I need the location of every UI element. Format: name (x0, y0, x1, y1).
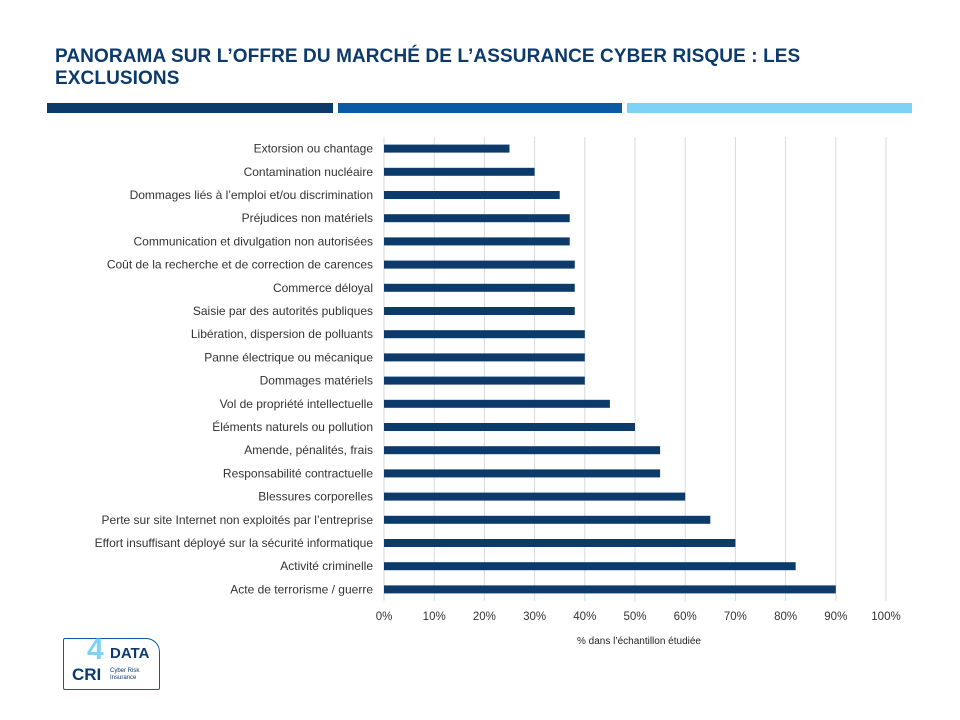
x-tick-label: 0% (376, 611, 393, 623)
x-tick-label: 60% (674, 611, 697, 623)
bar (384, 423, 635, 431)
bar (384, 562, 796, 571)
logo-data-text: DATA (110, 645, 150, 662)
bar (384, 191, 560, 199)
category-label: Panne électrique ou mécanique (204, 350, 373, 364)
x-tick-label: 30% (523, 611, 546, 623)
category-label: Extorsion ou chantage (254, 142, 374, 156)
x-tick-label: 40% (573, 611, 596, 623)
x-tick-label: 90% (824, 611, 847, 623)
x-tick-label: 20% (473, 611, 496, 623)
bar (384, 492, 686, 501)
bar (384, 585, 836, 594)
bar (384, 399, 610, 408)
category-label: Acte de terrorisme / guerre (230, 582, 373, 596)
x-tick-label: 100% (871, 611, 900, 623)
x-axis-title: % dans l’échantillon étudiée (577, 636, 701, 647)
bar (384, 214, 570, 223)
x-tick-label: 70% (724, 611, 747, 623)
bar (384, 376, 585, 385)
category-label: Commerce déloyal (273, 281, 373, 295)
category-label: Contamination nucléaire (244, 165, 374, 179)
bar (384, 283, 575, 292)
category-label: Coût de la recherche et de correction de… (107, 258, 373, 272)
x-tick-label: 10% (423, 611, 446, 623)
bar (384, 353, 585, 362)
logo-digit: 4 (87, 633, 104, 666)
bar (384, 260, 575, 269)
page-title: PANORAMA SUR L’OFFRE DU MARCHÉ DE L’ASSU… (55, 46, 801, 89)
logo-subtitle: Cyber Risk Insurance (110, 668, 140, 681)
category-label: Dommages liés à l’emploi et/ou discrimin… (130, 188, 373, 202)
category-label: Blessures corporelles (258, 490, 373, 504)
chart-bars (384, 144, 836, 594)
bar (384, 144, 510, 153)
bar (384, 446, 661, 455)
cri4data-logo: 4 DATA CRI Cyber Risk Insurance (63, 633, 160, 690)
title-rule-mid (338, 103, 622, 113)
x-tick-label: 50% (623, 611, 646, 623)
category-label: Libération, dispersion de polluants (191, 327, 373, 341)
category-label: Dommages matériels (260, 374, 373, 388)
bar (384, 167, 535, 176)
bar (384, 307, 575, 315)
category-label: Effort insuffisant déployé sur la sécuri… (95, 536, 374, 550)
logo-cri-text: CRI (72, 665, 102, 684)
bar (384, 237, 570, 246)
category-label: Perte sur site Internet non exploités pa… (102, 513, 374, 527)
chart-x-ticks: 0% 10% 20% 30% 40% 50% 60% 70% 80% 90% 100% (376, 611, 901, 623)
title-rule-dark (47, 103, 333, 113)
category-label: Vol de propriété intellectuelle (220, 397, 374, 411)
category-label: Saisie par des autorités publiques (193, 304, 373, 318)
bar (384, 469, 661, 478)
title-rule-light (627, 103, 912, 113)
category-label: Activité criminelle (280, 559, 373, 573)
category-label: Préjudices non matériels (242, 211, 373, 225)
bar (384, 330, 585, 339)
chart-category-labels: Extorsion ou chantage Contamination nuclé… (95, 142, 374, 597)
category-label: Responsabilité contractuelle (223, 466, 373, 480)
category-label: Communication et divulgation non autoris… (134, 234, 373, 248)
bar (384, 539, 736, 547)
bar (384, 515, 711, 524)
category-label: Amende, pénalités, frais (244, 443, 373, 457)
x-tick-label: 80% (774, 611, 797, 623)
chart-gridlines (383, 137, 887, 601)
category-label: Éléments naturels ou pollution (212, 419, 373, 434)
